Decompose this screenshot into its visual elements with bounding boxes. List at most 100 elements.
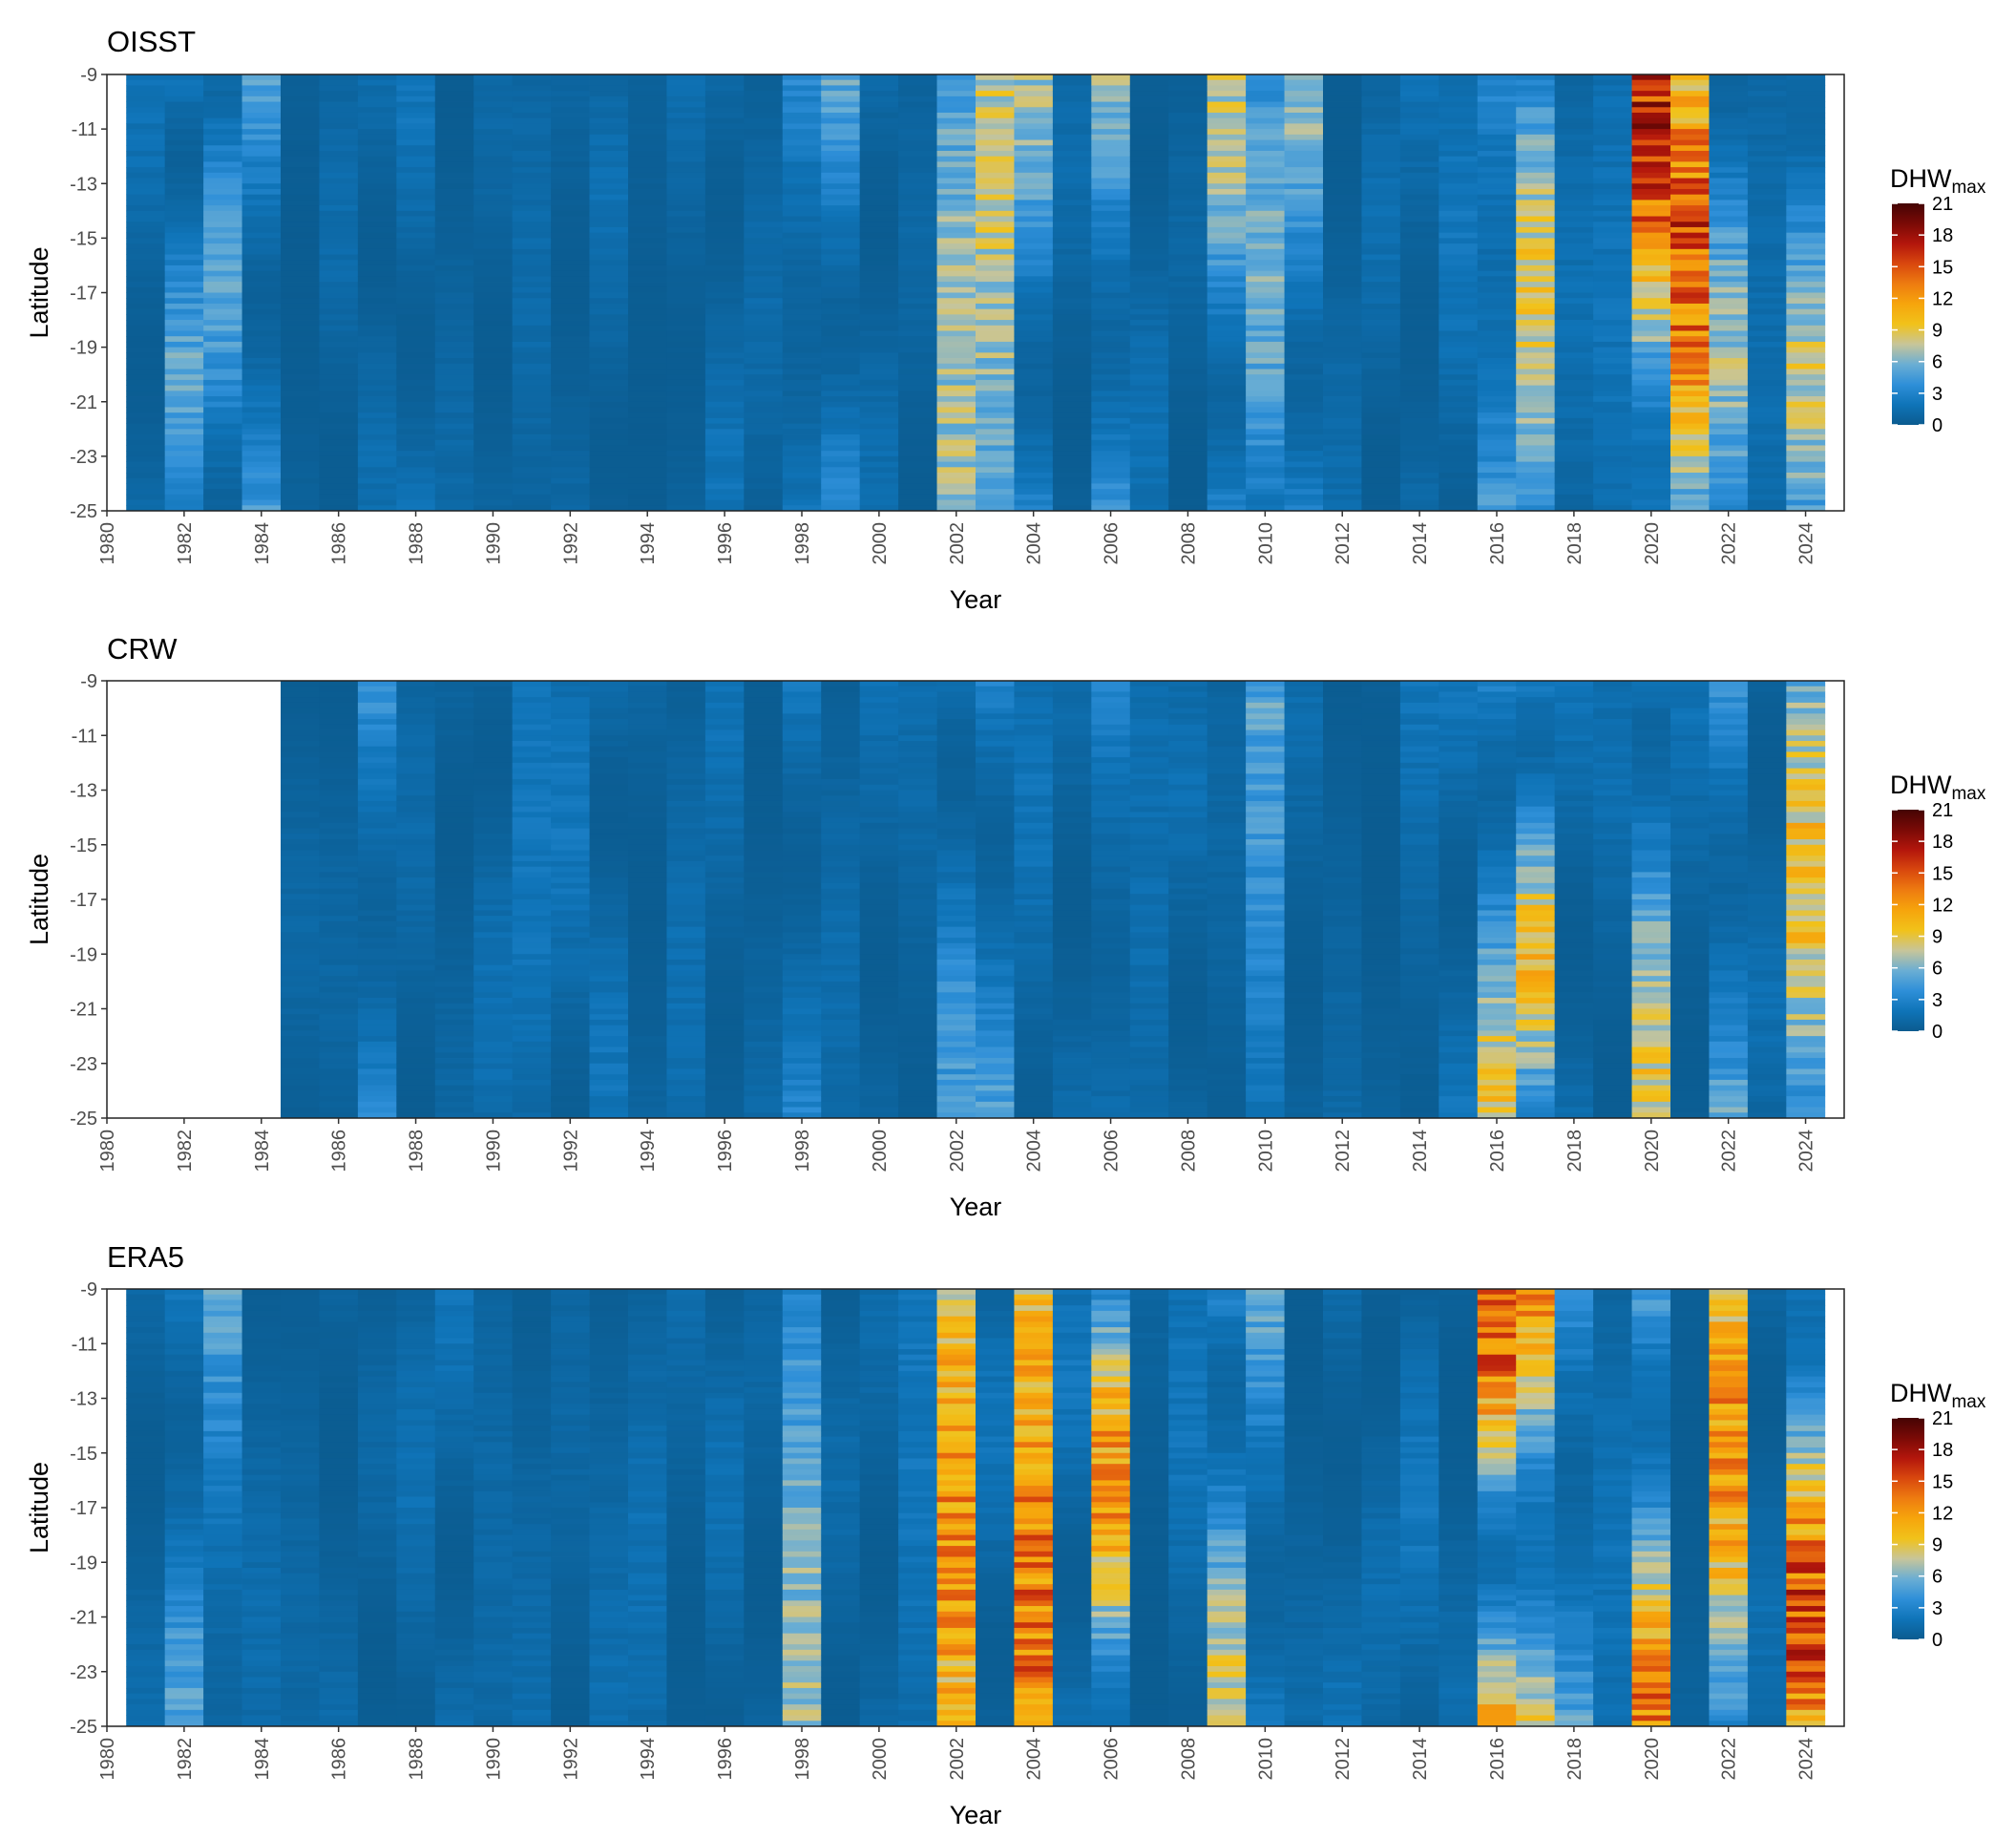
heatmap-cell (1014, 135, 1053, 140)
heatmap-cell (1670, 352, 1710, 358)
heatmap-cell (1555, 135, 1594, 140)
heatmap-cell (396, 364, 435, 370)
heatmap-cell (860, 243, 899, 249)
heatmap-cell (319, 861, 358, 867)
heatmap-cell (513, 330, 552, 336)
heatmap-cell (473, 157, 513, 162)
heatmap-cell (937, 227, 976, 233)
heatmap-cell (1053, 309, 1092, 315)
heatmap-cell (1285, 473, 1324, 478)
heatmap-cell (705, 336, 745, 342)
heatmap-cell (551, 358, 590, 364)
heatmap-cell (860, 725, 899, 730)
heatmap-cell (860, 769, 899, 774)
heatmap-cell (590, 380, 629, 386)
heatmap-cell (1670, 271, 1710, 277)
heatmap-cell (281, 839, 320, 845)
heatmap-cell (1130, 402, 1169, 408)
heatmap-cell (1670, 102, 1710, 108)
heatmap-cell (358, 467, 397, 473)
heatmap-cell (1208, 287, 1247, 293)
heatmap-cell (513, 1030, 552, 1036)
heatmap-cell (435, 352, 474, 358)
heatmap-cell (937, 260, 976, 265)
y-tick-label: -19 (70, 338, 97, 359)
heatmap-cell (666, 407, 705, 412)
heatmap-cell (1670, 369, 1710, 374)
heatmap-cell (513, 151, 552, 157)
heatmap-cell (473, 113, 513, 118)
heatmap-cell (705, 1058, 745, 1064)
heatmap-cell (860, 916, 899, 921)
heatmap-cell (1285, 330, 1324, 336)
heatmap-cell (165, 369, 204, 374)
heatmap-cell (1555, 440, 1594, 446)
heatmap-cell (590, 287, 629, 293)
heatmap-cell (821, 157, 860, 162)
heatmap-cell (551, 1064, 590, 1069)
heatmap-cell (319, 1058, 358, 1064)
heatmap-cell (513, 730, 552, 736)
heatmap-cell (358, 801, 397, 807)
heatmap-cell (590, 1042, 629, 1047)
heatmap-cell (1285, 326, 1324, 331)
heatmap-cell (744, 943, 783, 949)
heatmap-cell (821, 123, 860, 129)
heatmap-cell (1438, 352, 1478, 358)
heatmap-cell (281, 921, 320, 927)
heatmap-cell (590, 877, 629, 883)
heatmap-cell (203, 140, 242, 146)
heatmap-cell (898, 282, 937, 287)
heatmap-cell (1168, 238, 1208, 243)
heatmap-cell (1632, 227, 1671, 233)
heatmap-cell (1400, 80, 1439, 86)
heatmap-cell (898, 839, 937, 845)
heatmap-cell (898, 161, 937, 167)
heatmap-cell (1246, 265, 1285, 271)
heatmap-cell (165, 238, 204, 243)
heatmap-cell (1748, 151, 1787, 157)
heatmap-cell (821, 424, 860, 430)
heatmap-cell (1014, 161, 1053, 167)
heatmap-cell (860, 687, 899, 692)
heatmap-cell (898, 681, 937, 687)
heatmap-cell (1323, 151, 1362, 157)
heatmap-cell (1516, 265, 1555, 271)
heatmap-cell (1632, 348, 1671, 353)
heatmap-cell (666, 747, 705, 752)
heatmap-cell (1208, 440, 1247, 446)
heatmap-cell (435, 265, 474, 271)
heatmap-cell (1478, 173, 1517, 179)
heatmap-cell (783, 183, 822, 189)
heatmap-cell (590, 1047, 629, 1053)
heatmap-cell (281, 725, 320, 730)
heatmap-cell (165, 407, 204, 412)
heatmap-cell (1555, 330, 1594, 336)
heatmap-cell (281, 157, 320, 162)
heatmap-cell (666, 336, 705, 342)
heatmap-cell (821, 1052, 860, 1058)
heatmap-cell (1438, 260, 1478, 265)
heatmap-cell (666, 751, 705, 757)
heatmap-cell (1130, 489, 1169, 495)
heatmap-cell (1091, 167, 1130, 173)
heatmap-cell (744, 445, 783, 451)
heatmap-cell (976, 140, 1015, 146)
heatmap-cell (435, 96, 474, 102)
heatmap-cell (1748, 364, 1787, 370)
heatmap-cell (1400, 217, 1439, 222)
heatmap-cell (513, 140, 552, 146)
heatmap-cell (358, 1096, 397, 1102)
heatmap-cell (358, 320, 397, 326)
heatmap-cell (860, 921, 899, 927)
heatmap-cell (358, 1020, 397, 1025)
heatmap-cell (165, 418, 204, 424)
heatmap-cell (705, 233, 745, 239)
heatmap-cell (1593, 391, 1632, 396)
heatmap-cell (666, 96, 705, 102)
heatmap-cell (821, 348, 860, 353)
heatmap-cell (628, 314, 667, 320)
heatmap-cell (513, 265, 552, 271)
heatmap-cell (783, 276, 822, 282)
heatmap-cell (860, 287, 899, 293)
